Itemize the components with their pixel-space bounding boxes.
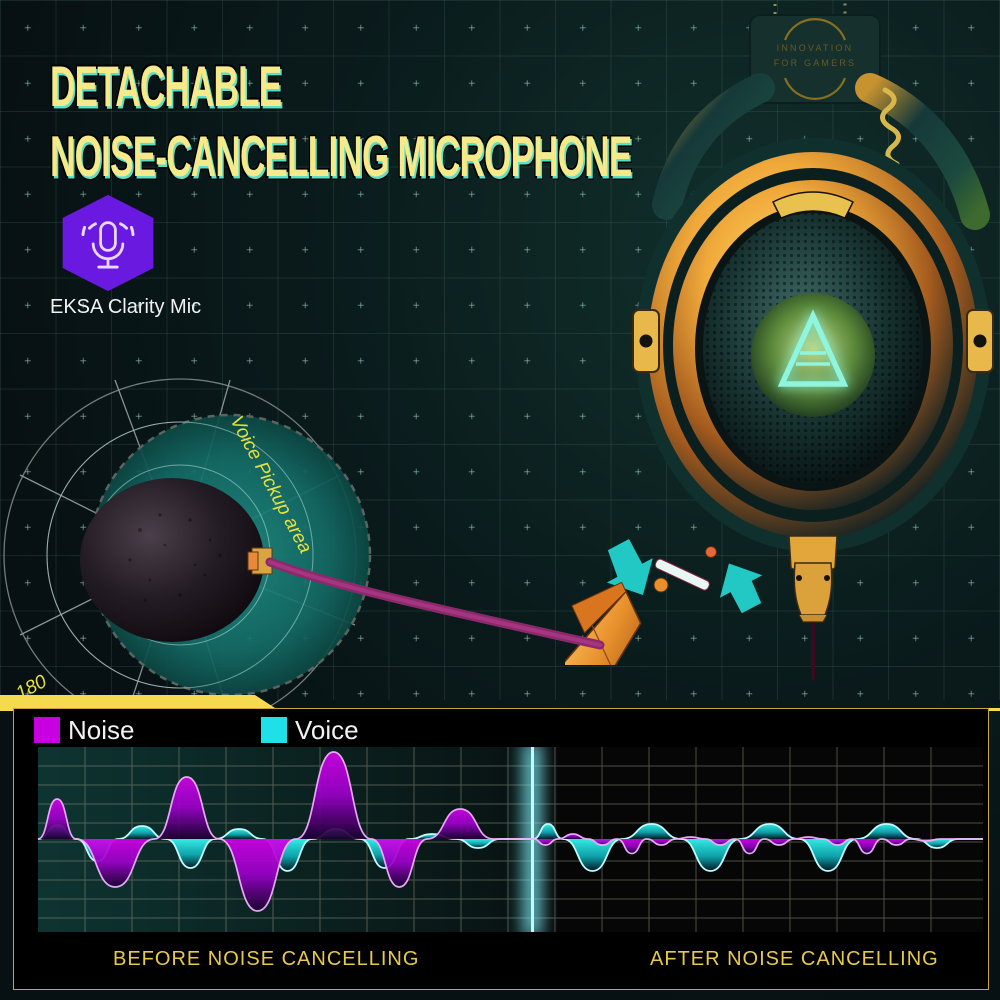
svg-text:INNOVATION: INNOVATION: [777, 43, 854, 53]
svg-text:FOR GAMERS: FOR GAMERS: [774, 58, 857, 68]
